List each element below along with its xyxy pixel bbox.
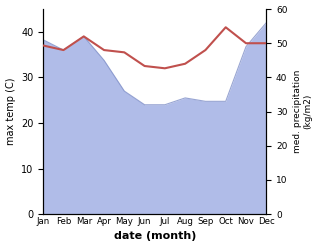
Y-axis label: med. precipitation
(kg/m2): med. precipitation (kg/m2) [293,70,313,153]
Y-axis label: max temp (C): max temp (C) [5,78,16,145]
X-axis label: date (month): date (month) [114,231,196,242]
